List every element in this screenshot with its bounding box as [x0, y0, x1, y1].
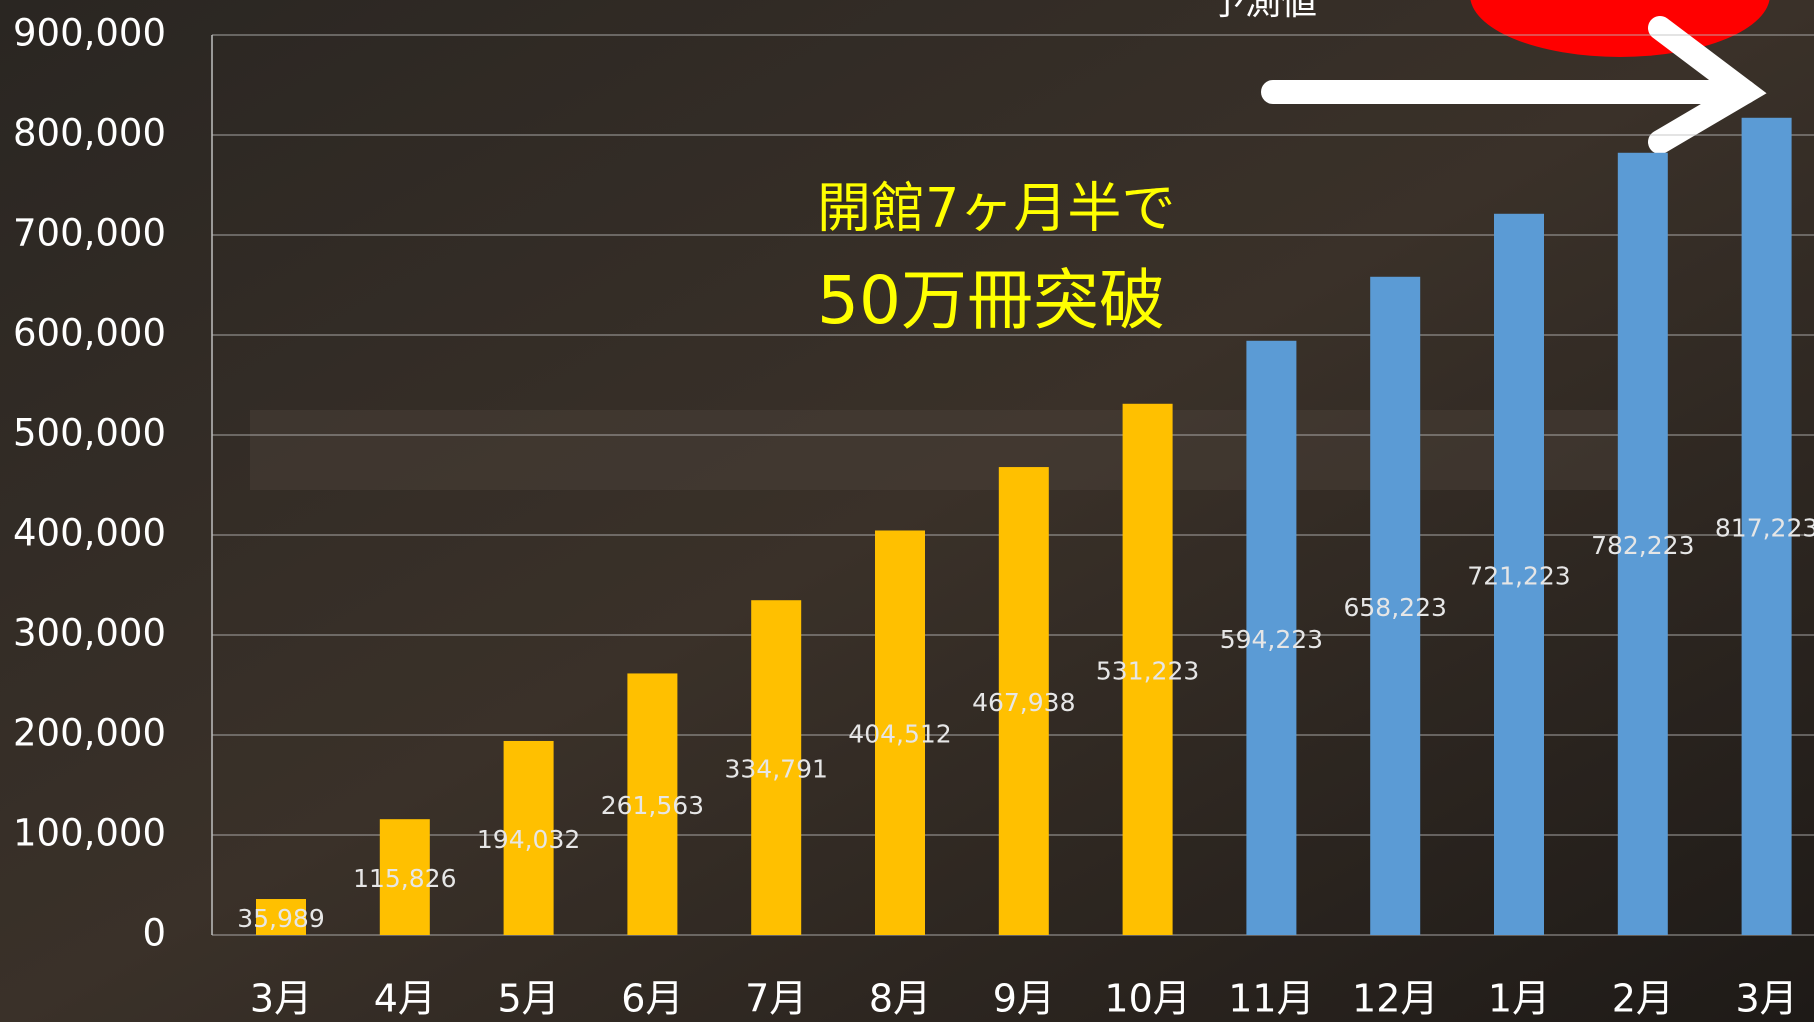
bar	[503, 740, 554, 935]
value-label: 334,791	[725, 755, 828, 784]
x-tick-label: 2月	[1612, 977, 1674, 1021]
y-tick-label: 0	[142, 912, 166, 955]
x-tick-label: 5月	[498, 977, 560, 1021]
value-label: 194,032	[477, 825, 580, 854]
value-label: 594,223	[1220, 625, 1323, 654]
y-tick-label: 400,000	[13, 512, 166, 555]
bar	[256, 899, 306, 935]
value-label: 658,223	[1344, 593, 1447, 622]
bar	[1246, 340, 1297, 936]
x-tick-label: 4月	[374, 977, 436, 1021]
value-label: 531,223	[1096, 656, 1199, 685]
background-balcony	[250, 410, 1650, 490]
x-tick-label: 3月	[1736, 977, 1798, 1021]
x-tick-label: 1月	[1488, 977, 1550, 1021]
value-label: 35,989	[237, 904, 324, 933]
bar	[1494, 213, 1544, 936]
bar	[998, 467, 1049, 935]
x-tick-label: 3月	[250, 977, 312, 1021]
x-tick-label: 6月	[621, 977, 683, 1021]
y-tick-label: 100,000	[13, 812, 166, 855]
y-tick-label: 500,000	[13, 412, 166, 455]
bar	[751, 600, 802, 935]
value-label: 721,223	[1467, 561, 1570, 590]
value-label: 404,512	[848, 720, 951, 749]
bar	[1741, 117, 1792, 936]
y-tick-label: 900,000	[13, 12, 166, 55]
y-tick-label: 700,000	[13, 212, 166, 255]
y-tick-label: 200,000	[13, 712, 166, 755]
y-tick-label: 600,000	[13, 312, 166, 355]
bar	[1122, 403, 1173, 936]
x-tick-label: 8月	[869, 977, 931, 1021]
bar	[1370, 276, 1421, 936]
value-label: 817,223	[1715, 513, 1814, 542]
x-tick-label: 11月	[1228, 977, 1314, 1021]
x-tick-label: 12月	[1352, 977, 1438, 1021]
arrow	[1261, 16, 1767, 154]
bar	[1617, 152, 1668, 936]
bar	[627, 673, 678, 935]
x-tick-label: 9月	[993, 977, 1055, 1021]
bar	[379, 819, 430, 935]
value-label: 467,938	[972, 688, 1075, 717]
value-label: 261,563	[601, 791, 704, 820]
y-tick-label: 800,000	[13, 112, 166, 155]
forecast-label: 予測値	[1209, 0, 1317, 23]
y-tick-label: 300,000	[13, 612, 166, 655]
x-tick-label: 7月	[745, 977, 807, 1021]
value-label: 782,223	[1591, 531, 1694, 560]
annotation: 50万冊突破	[817, 262, 1165, 339]
bar	[875, 530, 925, 935]
annotation: 開館7ヶ月半で	[817, 177, 1175, 240]
value-label: 115,826	[353, 864, 456, 893]
x-tick-label: 10月	[1104, 977, 1190, 1021]
